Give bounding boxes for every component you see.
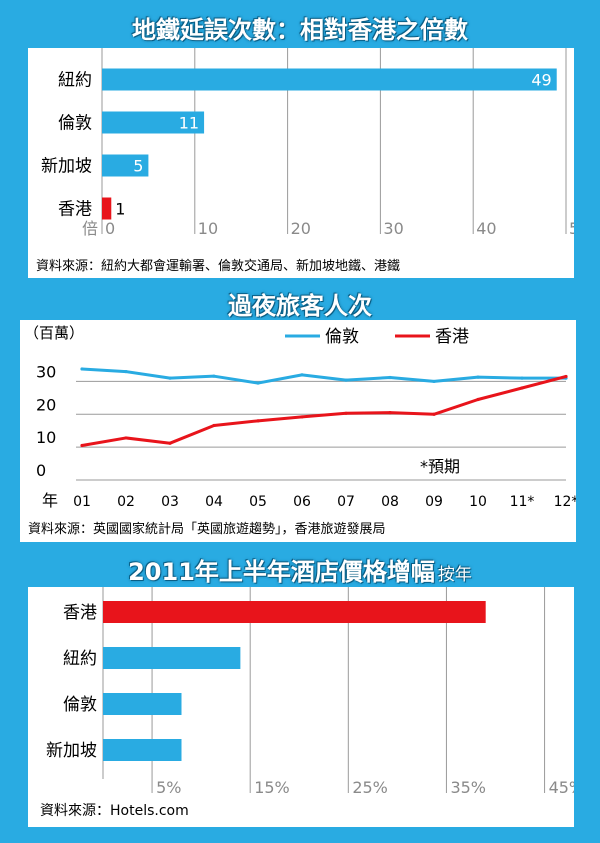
chart2-series-line <box>81 367 566 385</box>
chart2-data-point <box>256 381 260 385</box>
chart2-xtick-label: 07 <box>337 494 355 510</box>
chart1-tick-label: 0 <box>105 219 115 238</box>
chart2-data-point <box>564 374 568 379</box>
chart1-bar <box>102 68 557 91</box>
chart3-category-label: 香港 <box>63 603 97 623</box>
chart2-xtick-label: 10 <box>469 494 487 510</box>
chart2-data-point <box>300 373 304 377</box>
chart2-data-point <box>520 386 524 390</box>
chart1-source: 資料來源：紐約大都會運輸署、倫敦交通局、新加坡地鐵、港鐵 <box>36 258 400 274</box>
chart1-category-label: 香港 <box>58 200 92 220</box>
chart2-note: *預期 <box>420 457 460 476</box>
chart3-category-label: 新加坡 <box>46 741 97 761</box>
chart1-tick-label: 30 <box>383 219 403 238</box>
chart1-tick-label: 50 <box>569 219 574 238</box>
chart1-data-label: 11 <box>179 114 199 133</box>
chart2-xtick-label: 03 <box>161 494 179 510</box>
chart2-xtick-label: 06 <box>293 494 311 510</box>
chart1-tick-label: 40 <box>476 219 496 238</box>
chart2-xtick-label: 05 <box>249 494 267 510</box>
chart3-tick-label: 35% <box>450 778 486 797</box>
chart3-category-label: 倫敦 <box>63 695 97 715</box>
chart2-data-point <box>432 379 436 384</box>
chart3-category-label: 紐約 <box>63 649 97 669</box>
chart2-ytick-label: 10 <box>36 428 56 447</box>
chart3-tick-label: 25% <box>352 778 388 797</box>
chart1-tick-label: 20 <box>291 219 311 238</box>
chart2-xtick-label: 01 <box>73 494 91 510</box>
chart2-xtick-label: 08 <box>381 494 399 510</box>
chart1-bar <box>102 111 205 134</box>
chart3-title: 2011年上半年酒店價格增幅 <box>128 558 435 586</box>
chart2-data-point <box>124 369 128 374</box>
chart2-legend-label: 倫敦 <box>325 327 359 347</box>
chart3-bar <box>103 693 182 715</box>
chart2-data-point <box>212 374 216 378</box>
chart2-xtick-label: 09 <box>425 494 443 510</box>
chart2-data-point <box>344 378 348 382</box>
chart1-data-label: 49 <box>531 71 551 90</box>
chart3-bar <box>103 601 486 623</box>
chart2-data-point <box>300 415 304 419</box>
chart3-bar <box>103 647 241 669</box>
chart2-data-point <box>80 443 84 448</box>
chart3-bar <box>103 739 182 761</box>
chart3-title-row: 2011年上半年酒店價格增幅 按年 <box>0 552 600 587</box>
chart2-ytick-label: 20 <box>36 395 56 414</box>
chart1-category-label: 倫敦 <box>58 114 92 134</box>
chart1-data-label: 1 <box>115 200 125 219</box>
chart2-data-point <box>388 411 392 415</box>
chart2-data-point <box>476 375 480 379</box>
chart2-xtick-label: 04 <box>205 494 223 510</box>
chart2-panel: 0 10 20 30 （百萬） 01 02 03 04 05 06 07 08 09 10 11* 12* 年 倫敦… <box>20 320 578 542</box>
chart2-data-point <box>520 376 524 380</box>
chart2-svg: 0 10 20 30 （百萬） 01 02 03 04 05 06 07 08 09 10 11* 12* 年 倫敦… <box>24 324 578 537</box>
chart1-category-label: 新加坡 <box>41 157 92 177</box>
chart2-data-point <box>344 411 348 415</box>
chart2-data-point <box>388 375 392 380</box>
chart1-axis-label: 倍 <box>82 219 98 238</box>
chart2-series-line <box>81 375 567 447</box>
chart2-data-point <box>80 367 84 371</box>
chart2-data-point <box>212 423 216 428</box>
chart2-ytick-label: 0 <box>36 461 46 480</box>
chart1-panel: 0 10 20 30 40 50 倍 紐約 49 倫敦 11 新加坡 5 香港 1 資料來源：紐約大都會運輸署… <box>28 48 589 278</box>
chart2-x-axis-label: 年 <box>42 491 58 510</box>
chart1-svg: 0 10 20 30 40 50 倍 紐約 49 倫敦 11 新加坡 5 香港 1 資料來源：紐約大都會運輸署… <box>36 48 589 274</box>
chart2-ytick-label: 30 <box>36 362 56 381</box>
chart1-tick-label: 10 <box>198 219 218 238</box>
chart2-title: 過夜旅客人次 <box>228 292 372 320</box>
chart2-xtick-label: 12* <box>554 494 576 510</box>
chart2-legend-label: 香港 <box>435 327 469 347</box>
chart2-data-point <box>168 441 172 445</box>
chart1-category-label: 紐約 <box>58 71 92 91</box>
chart3-tick-label: 5% <box>156 778 181 797</box>
chart2-xtick-label: 02 <box>117 494 135 510</box>
chart2-data-point <box>432 412 436 416</box>
chart3-tick-label: 15% <box>254 778 290 797</box>
chart2-data-point <box>168 376 172 380</box>
chart2-data-point <box>256 419 260 423</box>
chart3-title-suffix: 按年 <box>437 565 472 585</box>
chart2-source: 資料來源：英國國家統計局「英國旅遊趨勢」，香港旅遊發展局 <box>28 521 386 537</box>
chart2-data-point <box>124 436 128 440</box>
chart1-bar <box>102 154 149 177</box>
chart2-xtick-label: 11* <box>510 494 535 510</box>
chart3-tick-label: 45% <box>549 778 574 797</box>
chart2-data-point <box>476 397 480 402</box>
chart1-bar <box>102 197 112 220</box>
chart3-source: 資料來源：Hotels.com <box>40 803 189 819</box>
chart1-title: 地鐵延誤次數：相對香港之倍數 <box>132 16 468 44</box>
chart1-data-label: 5 <box>133 157 143 176</box>
chart2-y-axis-label: （百萬） <box>24 324 84 342</box>
